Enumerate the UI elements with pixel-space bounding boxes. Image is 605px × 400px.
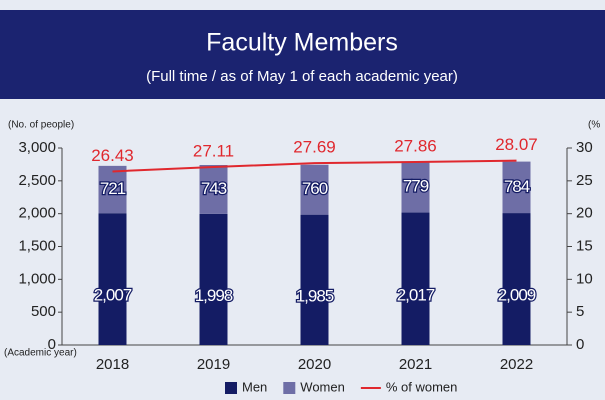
y-tick-label: 2,500 — [18, 172, 56, 189]
x-tick-label: 2019 — [197, 356, 230, 373]
y-tick-label: 0 — [48, 336, 56, 353]
bar-label: 1,985 — [296, 286, 334, 305]
legend-swatch — [283, 382, 296, 394]
legend-label: Men — [242, 379, 267, 394]
y2-tick-label: 0 — [576, 336, 584, 353]
line-label: 27.11 — [193, 141, 234, 160]
bar — [98, 213, 127, 345]
bar-label: 1,998 — [195, 286, 233, 305]
y-axis-label: (No. of people) — [8, 120, 74, 131]
legend-swatch — [225, 382, 237, 394]
y2-axis-label: (% — [588, 120, 600, 131]
y2-tick-label: 20 — [576, 205, 593, 222]
bar-label: 2,017 — [397, 285, 435, 304]
bar-label: 2,009 — [498, 286, 536, 305]
x-axis-label: (Academic year) — [4, 348, 77, 359]
x-tick-label: 2022 — [500, 356, 533, 373]
x-tick-label: 2018 — [96, 356, 129, 373]
x-tick-label: 2021 — [399, 356, 432, 373]
bar-label: 2,007 — [94, 286, 132, 305]
bar-label: 721 — [100, 179, 126, 198]
line-label: 26.43 — [91, 146, 134, 165]
bar — [401, 161, 430, 213]
bar — [98, 165, 127, 214]
y2-tick-label: 15 — [576, 237, 593, 254]
bar — [199, 213, 228, 345]
chart-subtitle: (Full time / as of May 1 of each academi… — [146, 68, 458, 85]
legend-label: % of women — [386, 379, 458, 394]
chart-title: Faculty Members — [206, 29, 398, 57]
line — [112, 159, 517, 173]
y2-tick-label: 30 — [576, 139, 593, 156]
y2-tick-label: 5 — [576, 303, 584, 320]
bar-label: 784 — [504, 177, 530, 196]
line-label: 27.69 — [293, 138, 336, 157]
header — [0, 10, 605, 99]
y-tick-label: 1,000 — [18, 270, 56, 287]
bar-label: 779 — [403, 176, 429, 195]
x-tick-label: 2020 — [298, 356, 331, 373]
bar — [300, 164, 329, 215]
bar — [502, 161, 531, 214]
y-tick-label: 2,000 — [18, 205, 56, 222]
bar-label: 743 — [201, 179, 227, 198]
y-tick-label: 1,500 — [18, 237, 56, 254]
bar — [401, 212, 430, 345]
y2-tick-label: 10 — [576, 270, 593, 287]
y2-tick-label: 25 — [576, 172, 593, 189]
line-label: 28.07 — [495, 135, 538, 154]
bar — [502, 213, 531, 345]
bar-label: 760 — [302, 179, 328, 198]
bar — [300, 214, 329, 345]
legend-label: Women — [300, 379, 345, 394]
y-tick-label: 500 — [31, 303, 56, 320]
line-label: 27.86 — [394, 137, 437, 156]
y-tick-label: 3,000 — [18, 139, 56, 156]
bar — [199, 165, 228, 214]
